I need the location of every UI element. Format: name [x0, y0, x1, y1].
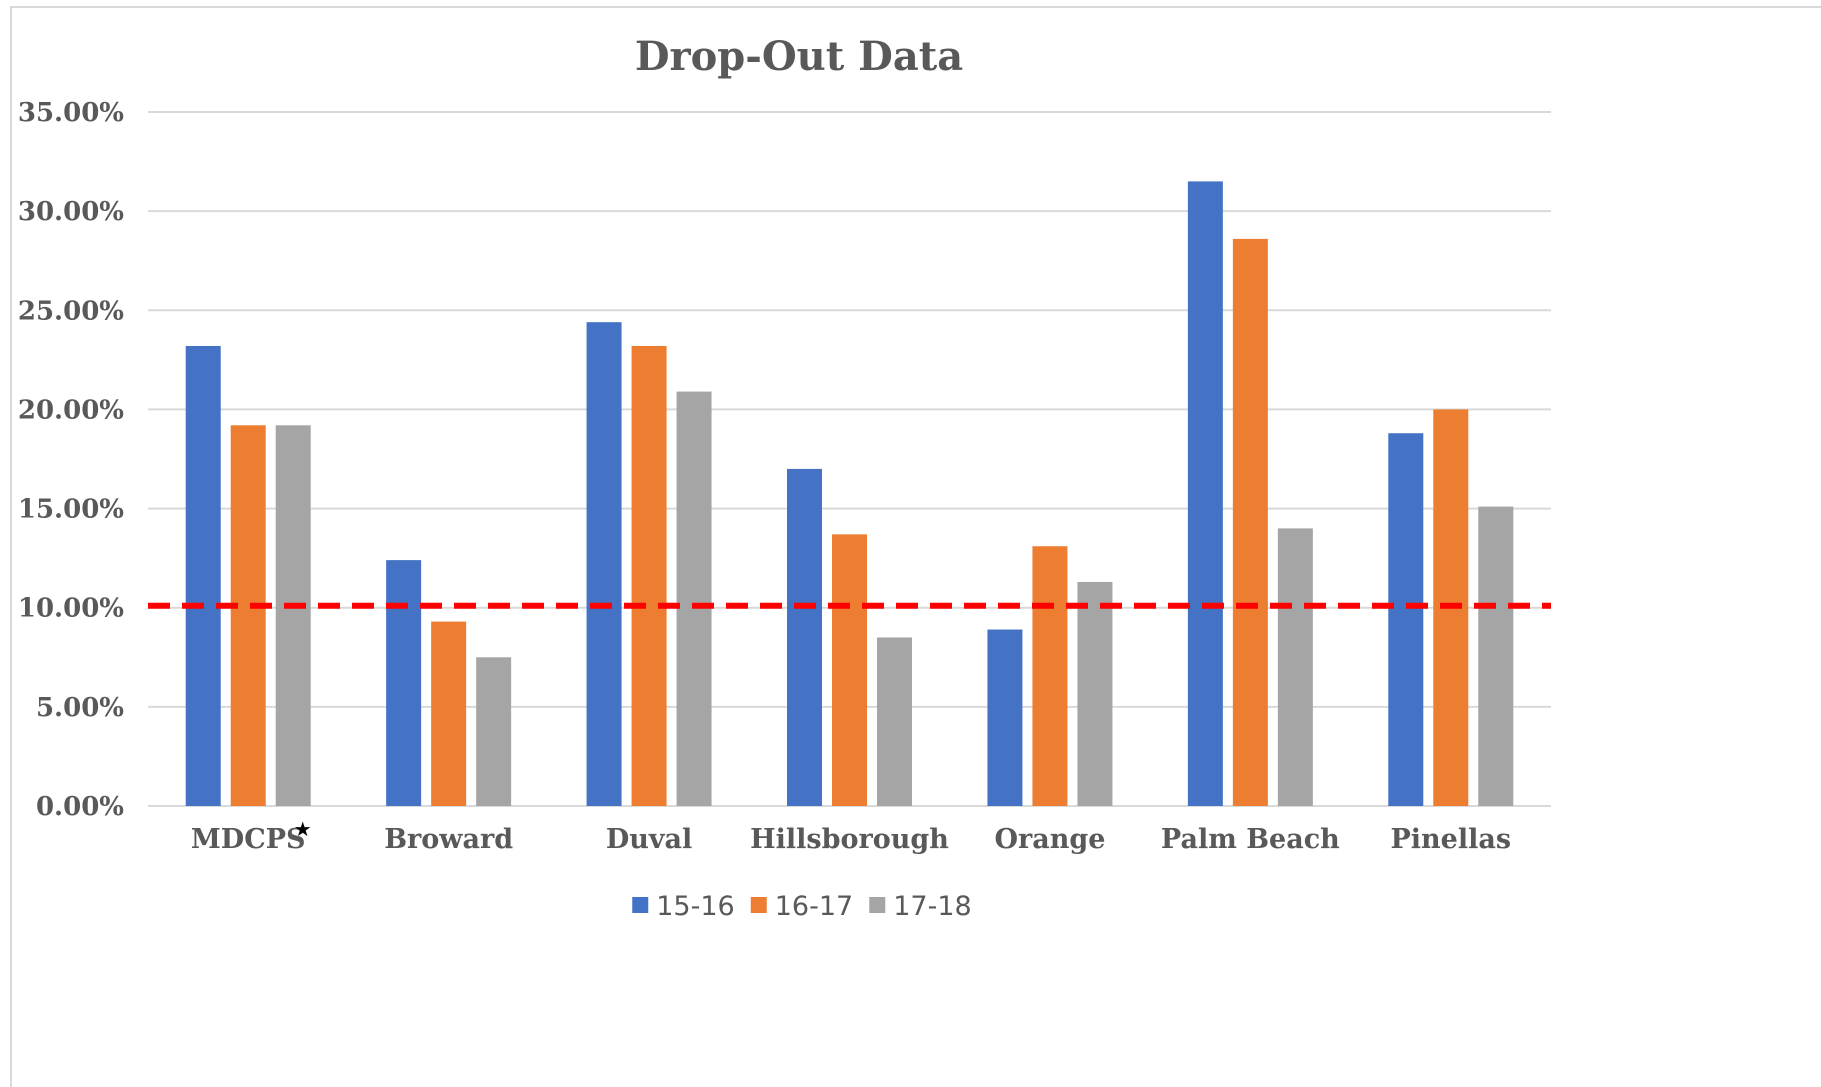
y-tick-label: 35.00% [18, 98, 124, 128]
x-tick-label: Orange [994, 824, 1105, 855]
star-icon: ★ [294, 817, 312, 841]
x-tick-label: Palm Beach [1161, 824, 1340, 855]
legend: 15-16 16-17 17-18 [632, 891, 972, 922]
legend-label: 16-17 [775, 891, 853, 922]
bar [431, 621, 467, 806]
y-tick-label: 25.00% [18, 296, 124, 326]
y-tick-label: 15.00% [18, 495, 124, 525]
bar [631, 345, 667, 806]
bar [676, 391, 712, 806]
bar [877, 637, 912, 806]
bar [1277, 528, 1313, 806]
legend-swatch [869, 897, 886, 913]
y-tick-label: 5.00% [36, 693, 124, 723]
chart-title: Drop-Out Data [635, 33, 963, 80]
x-tick-label: Hillsborough [750, 824, 949, 855]
y-tick-label: 30.00% [18, 197, 124, 227]
x-axis-category-labels: MDCPS★ Broward Duval Hillsborough Orange Palm… [191, 817, 1511, 855]
legend-swatch [632, 897, 649, 913]
legend-swatch [750, 897, 767, 913]
bar [586, 322, 622, 806]
x-tick-label: Pinellas [1390, 824, 1511, 855]
legend-label: 15-16 [656, 891, 734, 922]
y-tick-label: 10.00% [18, 594, 124, 624]
chart-frame: Drop-Out Data 0.00% 5.00% 10.00% 15.00% 20.0… [10, 6, 1821, 1087]
bar [386, 560, 422, 806]
bar [185, 345, 221, 806]
bar [1032, 546, 1068, 806]
bar [275, 425, 311, 806]
bar [832, 534, 867, 806]
x-tick-label: MDCPS [191, 824, 306, 855]
bar [230, 425, 266, 806]
bar [1232, 238, 1268, 807]
y-tick-label: 0.00% [36, 792, 124, 822]
bars [185, 181, 1514, 807]
bar [787, 468, 822, 806]
bar [1187, 181, 1223, 806]
x-tick-label: Broward [384, 824, 513, 855]
y-tick-label: 20.00% [18, 395, 124, 425]
bar-chart: Drop-Out Data 0.00% 5.00% 10.00% 15.00% 20.0… [18, 33, 1551, 922]
y-axis-tick-labels: 0.00% 5.00% 10.00% 15.00% 20.00% 25.00% 30.00%… [18, 98, 124, 822]
bar [476, 657, 512, 806]
bar [987, 629, 1023, 806]
legend-label: 17-18 [893, 891, 971, 922]
bar [1077, 581, 1113, 806]
x-tick-label: Duval [606, 824, 692, 855]
bar [1478, 506, 1514, 806]
bar [1388, 433, 1424, 806]
